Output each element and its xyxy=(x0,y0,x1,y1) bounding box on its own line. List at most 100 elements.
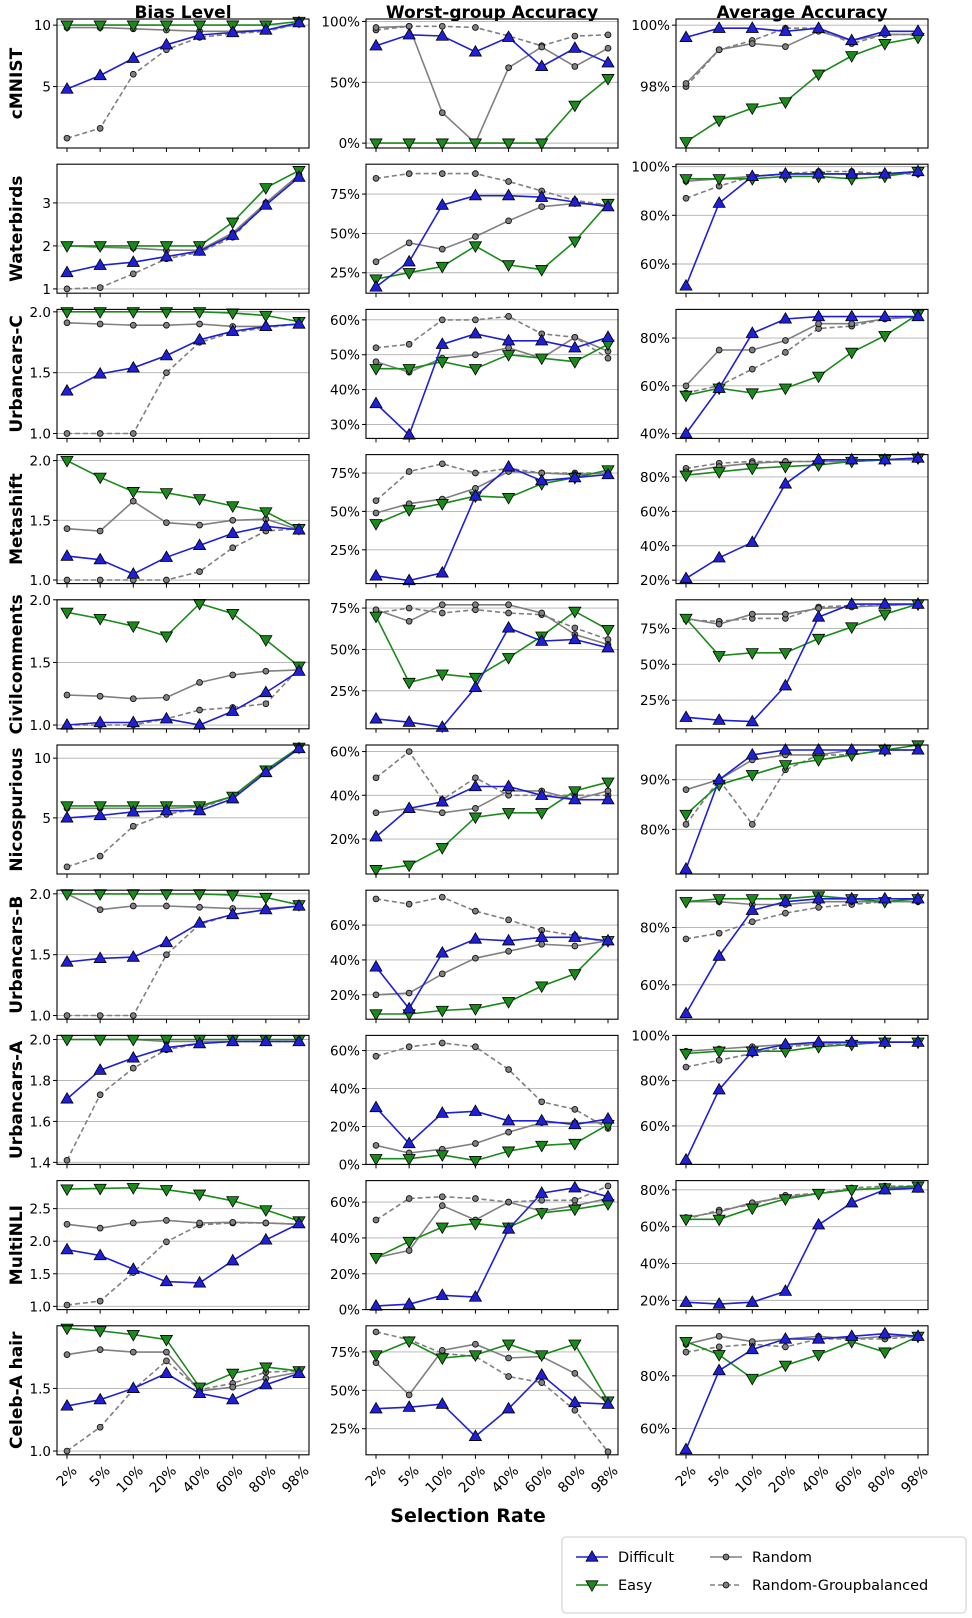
row-label-waterbirds: Waterbirds xyxy=(7,176,27,282)
point-easy xyxy=(60,20,74,33)
point-random xyxy=(372,509,380,517)
point-random xyxy=(682,382,690,390)
point-random-groupbalanced xyxy=(472,316,479,324)
point-difficult xyxy=(226,704,240,716)
series-line-random-groupbalanced xyxy=(67,668,300,726)
panel-waterbirds-average-accuracy: 60% 80% 100% xyxy=(631,160,929,298)
series-line-easy xyxy=(375,202,609,280)
x-tick-label: 20% xyxy=(456,1463,489,1496)
x-tick-label: 2% xyxy=(54,1463,81,1490)
point-random xyxy=(96,1224,104,1232)
point-difficult xyxy=(811,1217,826,1230)
panel-frame xyxy=(675,308,929,439)
point-difficult xyxy=(60,1242,74,1255)
series-line-easy xyxy=(685,895,919,903)
point-difficult xyxy=(712,550,726,563)
point-difficult xyxy=(712,21,726,33)
point-easy xyxy=(778,97,793,109)
y-tick-label: 0% xyxy=(339,1157,361,1173)
panel-urbancars-c-average-accuracy: 40% 60% 80% xyxy=(640,308,929,443)
point-difficult xyxy=(192,1386,207,1399)
point-easy xyxy=(435,138,449,151)
point-difficult xyxy=(126,950,140,962)
point-random-groupbalanced xyxy=(682,935,690,943)
panel-urbancars-a-bias-level: 1.4 1.6 1.8 2.0 xyxy=(30,1032,310,1171)
point-difficult xyxy=(778,476,793,489)
point-difficult xyxy=(911,1180,925,1193)
point-easy xyxy=(93,801,107,813)
legend-label: Random xyxy=(752,1550,812,1566)
y-tick-label: 20% xyxy=(330,988,360,1004)
x-tick-label: 60% xyxy=(832,1463,865,1496)
point-random-groupbalanced xyxy=(472,1195,479,1202)
point-difficult xyxy=(845,742,859,755)
point-easy xyxy=(778,760,793,772)
point-easy xyxy=(679,613,693,626)
y-tick-label: 40% xyxy=(330,383,360,399)
point-difficult xyxy=(679,1442,693,1455)
series-line-random-groupbalanced xyxy=(375,1042,609,1130)
point-random xyxy=(682,786,690,794)
point-difficult xyxy=(911,24,925,36)
point-random-groupbalanced xyxy=(63,863,71,871)
series-line-random-groupbalanced xyxy=(375,172,609,206)
panel-frame xyxy=(675,1325,929,1456)
series-line-random-groupbalanced xyxy=(685,170,918,200)
series-line-easy xyxy=(376,343,609,370)
point-random-groupbalanced xyxy=(163,576,170,584)
point-easy xyxy=(93,1034,107,1047)
point-difficult xyxy=(601,1397,615,1409)
point-random xyxy=(538,940,546,948)
point-random-groupbalanced xyxy=(96,576,104,584)
point-difficult xyxy=(159,1040,174,1053)
panel-frame xyxy=(365,308,619,439)
y-tick-label: 60% xyxy=(640,379,670,395)
point-random xyxy=(538,203,546,211)
point-difficult xyxy=(126,715,140,728)
panel-metashift-bias-level: 1.0 1.5 2.0 xyxy=(30,454,310,589)
point-difficult xyxy=(568,1117,582,1130)
point-easy xyxy=(811,633,826,646)
y-tick-label: 50% xyxy=(330,642,360,658)
y-tick-label: 5 xyxy=(42,80,51,96)
x-tick-label: 60% xyxy=(522,1463,555,1496)
point-difficult xyxy=(501,333,516,346)
point-difficult xyxy=(811,742,826,755)
point-difficult xyxy=(226,1253,240,1266)
point-easy xyxy=(93,241,107,253)
series-line-difficult xyxy=(375,1186,609,1307)
point-difficult xyxy=(159,249,174,262)
series-group xyxy=(60,15,306,142)
y-tick-label: 30% xyxy=(330,417,360,433)
series-line-random-groupbalanced xyxy=(66,1222,300,1306)
panel-waterbirds-bias-level: 1 2 3 xyxy=(42,163,310,298)
point-easy xyxy=(501,260,516,272)
point-difficult xyxy=(402,254,416,267)
point-easy xyxy=(402,677,416,690)
point-easy xyxy=(712,174,726,186)
point-random xyxy=(405,989,413,997)
series-group xyxy=(60,166,306,293)
series-group xyxy=(679,309,925,439)
point-easy xyxy=(159,1334,174,1347)
panel-civilcomments-worst-group-accuracy: 25% 50% 75% xyxy=(330,599,619,733)
x-tick-label: 5% xyxy=(706,1463,733,1490)
point-difficult xyxy=(568,930,582,942)
point-easy xyxy=(568,1339,582,1352)
legend-label: Random-Groupbalanced xyxy=(752,1578,928,1594)
series-line-easy xyxy=(376,77,609,144)
point-easy xyxy=(369,1009,383,1021)
panel-frame xyxy=(675,599,929,730)
point-random xyxy=(262,1219,270,1227)
y-tick-label: 25% xyxy=(330,1422,360,1438)
point-difficult xyxy=(93,552,107,565)
series-line-random xyxy=(375,25,609,145)
point-difficult xyxy=(159,37,174,50)
series-line-difficult xyxy=(66,176,300,274)
series-line-random xyxy=(66,322,300,328)
point-random xyxy=(472,805,479,812)
point-easy xyxy=(93,20,107,33)
point-difficult xyxy=(126,1050,140,1063)
point-difficult xyxy=(369,1299,383,1311)
series-line-easy xyxy=(685,36,919,143)
